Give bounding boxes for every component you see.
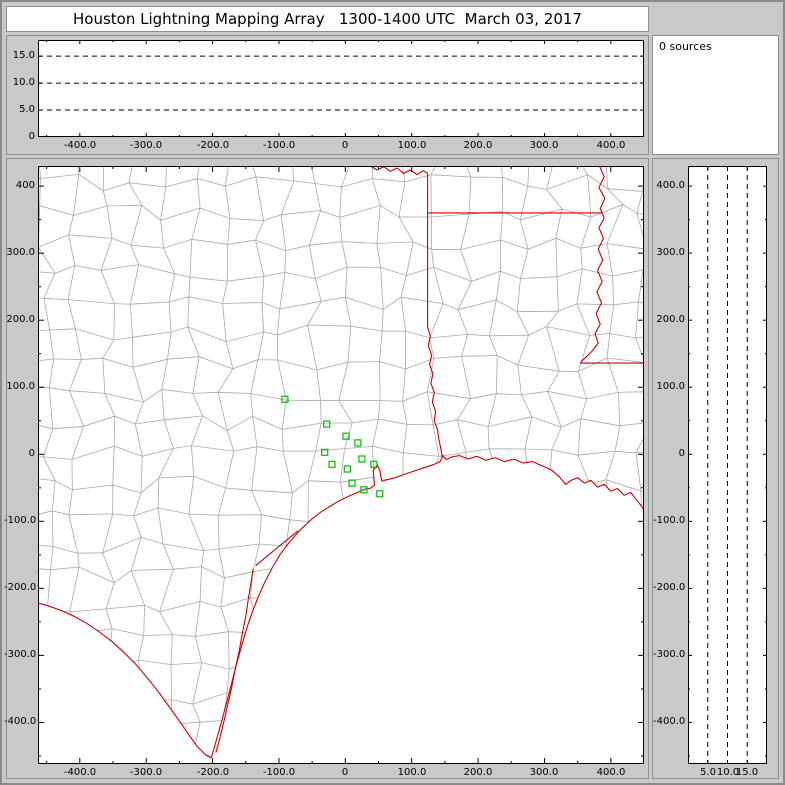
ns-y-tick-label: 0 bbox=[678, 448, 685, 459]
map-y-tick-label: -100.0 bbox=[4, 515, 37, 526]
ew-y-tick-label: 10.0 bbox=[12, 77, 35, 88]
map-x-tick-label: -100.0 bbox=[262, 767, 296, 778]
ns-plot-frame bbox=[688, 166, 767, 764]
map-y-tick-label: 400 bbox=[15, 180, 35, 191]
altitude-ns-panel bbox=[652, 158, 779, 779]
sources-count-label: 0 sources bbox=[659, 40, 712, 53]
ew-x-tick-label: -200.0 bbox=[196, 140, 230, 151]
map-y-tick-label: 200.0 bbox=[6, 314, 35, 325]
ew-y-tick-label: 0 bbox=[28, 131, 35, 142]
ew-y-tick-label: 5.0 bbox=[19, 104, 35, 115]
ns-y-tick-label: -100.0 bbox=[653, 515, 686, 526]
map-x-tick-label: 100.0 bbox=[397, 767, 427, 778]
ns-y-tick-label: 200.0 bbox=[656, 314, 685, 325]
map-y-tick-label: -400.0 bbox=[4, 716, 37, 727]
ns-x-tick-label: 5.0 bbox=[700, 767, 716, 778]
map-y-tick-label: 300.0 bbox=[6, 247, 35, 258]
ew-x-tick-label: 400.0 bbox=[596, 140, 626, 151]
ns-y-tick-label: 400.0 bbox=[656, 180, 685, 191]
altitude-gridlines-ew bbox=[38, 55, 644, 111]
map-y-tick-label: 0 bbox=[28, 448, 35, 459]
map-x-tick-label: -300.0 bbox=[129, 767, 163, 778]
map-y-tick-label: -200.0 bbox=[4, 582, 37, 593]
ns-y-tick-label: 100.0 bbox=[656, 381, 685, 392]
map-x-tick-label: 200.0 bbox=[463, 767, 493, 778]
ew-plot-frame bbox=[38, 40, 644, 137]
altitude-gridlines-ns bbox=[707, 166, 748, 764]
title-bar: Houston Lightning Mapping Array 1300-140… bbox=[6, 6, 649, 32]
window-title: Houston Lightning Mapping Array 1300-140… bbox=[73, 10, 582, 28]
altitude-ew-panel bbox=[6, 35, 649, 155]
ew-x-tick-label: 200.0 bbox=[463, 140, 493, 151]
lma-station-markers bbox=[281, 395, 384, 498]
map-x-tick-label: 400.0 bbox=[596, 767, 626, 778]
state-borders-coastline bbox=[38, 166, 644, 759]
plan-view-map-panel bbox=[6, 158, 649, 779]
ew-y-tick-label: 15.0 bbox=[12, 50, 35, 61]
map-y-tick-label: 100.0 bbox=[6, 381, 35, 392]
ns-x-tick-label: 10.0 bbox=[716, 767, 740, 778]
map-x-tick-label: 300.0 bbox=[529, 767, 559, 778]
map-x-tick-label: 0 bbox=[341, 767, 349, 778]
ns-y-tick-label: -300.0 bbox=[653, 649, 686, 660]
sources-panel: 0 sources bbox=[652, 35, 779, 155]
ew-x-tick-label: 100.0 bbox=[397, 140, 427, 151]
map-x-tick-label: -200.0 bbox=[196, 767, 230, 778]
ew-x-tick-label: 300.0 bbox=[529, 140, 559, 151]
ns-y-tick-label: 300.0 bbox=[656, 247, 685, 258]
altitude-ew-plot bbox=[38, 40, 644, 137]
ew-x-tick-label: -100.0 bbox=[262, 140, 296, 151]
map-plot-frame bbox=[38, 166, 644, 764]
altitude-ns-plot bbox=[688, 166, 767, 764]
map-y-tick-label: -300.0 bbox=[4, 649, 37, 660]
ns-x-tick-label: 15.0 bbox=[735, 767, 759, 778]
ew-x-tick-label: -400.0 bbox=[63, 140, 97, 151]
ew-x-tick-label: 0 bbox=[341, 140, 349, 151]
map-x-tick-label: -400.0 bbox=[63, 767, 97, 778]
plan-view-map-plot bbox=[38, 166, 644, 764]
ns-y-tick-label: -400.0 bbox=[653, 716, 686, 727]
ew-x-tick-label: -300.0 bbox=[129, 140, 163, 151]
ns-y-tick-label: -200.0 bbox=[653, 582, 686, 593]
